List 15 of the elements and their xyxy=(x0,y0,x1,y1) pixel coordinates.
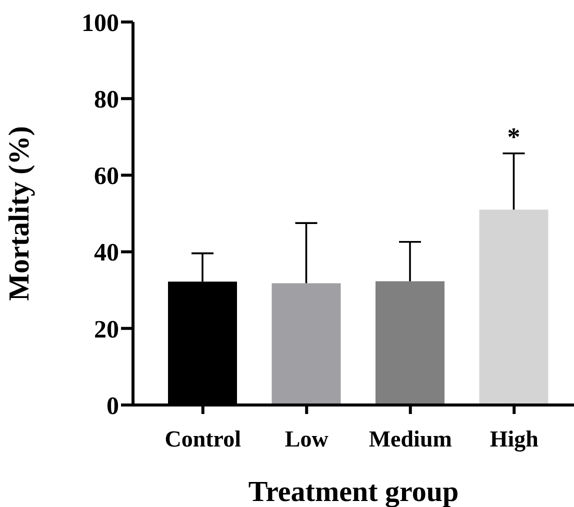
y-tick-label: 40 xyxy=(94,240,119,267)
y-axis-title: Mortality (%) xyxy=(3,126,36,301)
y-tick-label: 80 xyxy=(94,86,119,114)
x-tick-label: Control xyxy=(164,426,241,452)
annotation: * xyxy=(507,122,520,152)
y-tick-label: 60 xyxy=(94,163,119,190)
y-tick-label: 100 xyxy=(82,10,119,37)
bar xyxy=(376,281,444,405)
x-tick-label: Low xyxy=(284,426,329,452)
bar xyxy=(479,210,548,405)
bar xyxy=(272,283,341,405)
y-tick-label: 0 xyxy=(106,392,119,420)
x-tick-label: High xyxy=(490,426,539,452)
x-tick-label: Medium xyxy=(368,426,452,452)
y-tick-label: 20 xyxy=(94,316,119,344)
